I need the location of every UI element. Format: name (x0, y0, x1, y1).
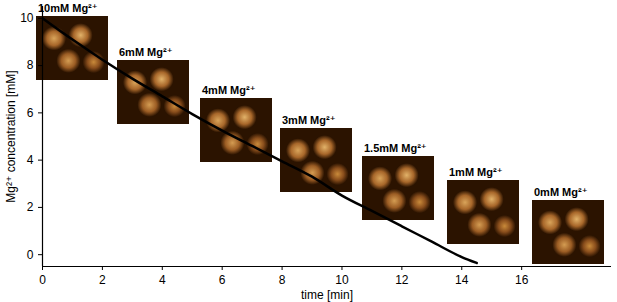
svg-text:12: 12 (395, 273, 409, 287)
svg-text:10: 10 (335, 273, 349, 287)
svg-text:8: 8 (279, 273, 286, 287)
html-text:1.5mM Mg²⁺: 1.5mM Mg²⁺ (364, 142, 427, 154)
html-text:1mM Mg²⁺: 1mM Mg²⁺ (449, 166, 503, 178)
svg-text:2: 2 (27, 200, 34, 214)
svg-text:6: 6 (27, 106, 34, 120)
svg-text:4: 4 (27, 153, 34, 167)
svg-text:time [min]: time [min] (301, 288, 353, 302)
svg-text:14: 14 (455, 273, 469, 287)
svg-text:8: 8 (27, 58, 34, 72)
html-text:6mM Mg²⁺: 6mM Mg²⁺ (119, 46, 173, 58)
html-text:10mM Mg²⁺: 10mM Mg²⁺ (38, 2, 98, 14)
svg-text:10: 10 (20, 11, 34, 25)
html-text:3mM Mg²⁺: 3mM Mg²⁺ (282, 114, 336, 126)
html-text:4mM Mg²⁺: 4mM Mg²⁺ (202, 84, 256, 96)
svg-text:0: 0 (39, 273, 46, 287)
svg-text:4: 4 (159, 273, 166, 287)
svg-text:16: 16 (515, 273, 529, 287)
html-text:0mM Mg²⁺: 0mM Mg²⁺ (534, 186, 588, 198)
svg-text:0: 0 (27, 248, 34, 262)
svg-text:Mg²⁺ concentration [mM]: Mg²⁺ concentration [mM] (4, 70, 18, 202)
svg-text:2: 2 (99, 273, 106, 287)
svg-text:6: 6 (219, 273, 226, 287)
